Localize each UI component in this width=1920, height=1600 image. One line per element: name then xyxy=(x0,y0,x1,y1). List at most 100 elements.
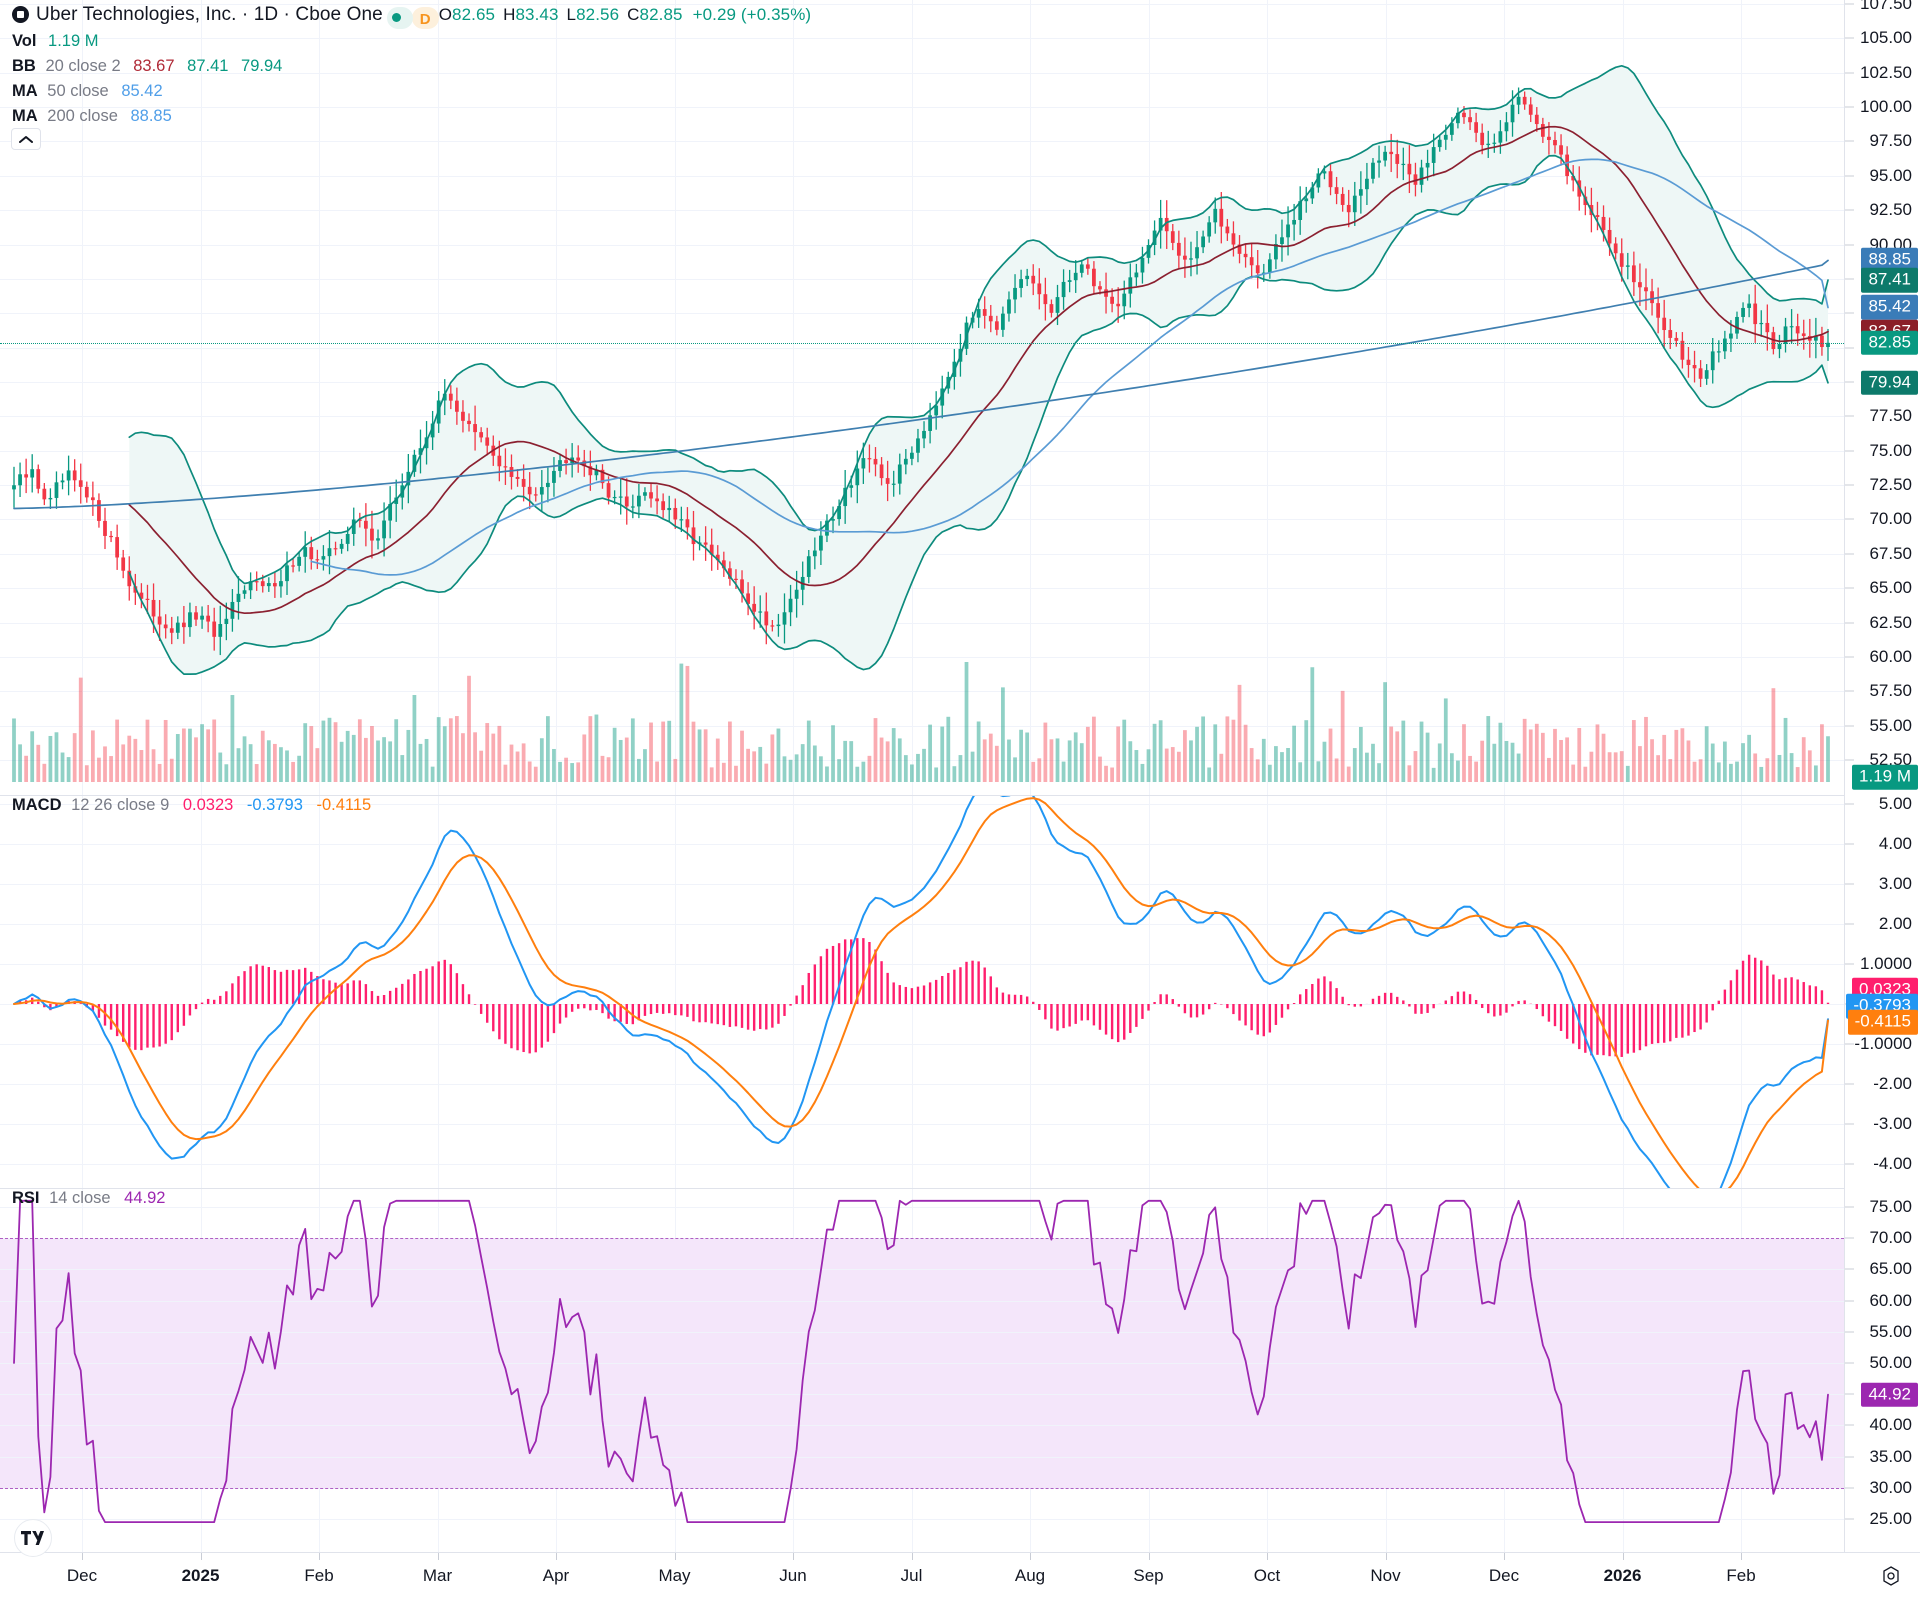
grid-line-vertical xyxy=(1267,796,1268,1188)
time-axis-tick-mark xyxy=(200,1553,202,1560)
axis-tick-mark xyxy=(1845,1268,1854,1270)
grid-line-vertical xyxy=(1504,796,1505,1188)
price-axis-tick: 77.50 xyxy=(1869,406,1912,426)
macd-legend[interactable]: MACD 12 26 close 9 0.0323 -0.3793 -0.411… xyxy=(12,793,371,818)
price-axis-tick: 72.50 xyxy=(1869,475,1912,495)
grid-line xyxy=(0,884,1844,885)
rsi-axis-tick: 55.00 xyxy=(1869,1321,1912,1341)
grid-line xyxy=(0,382,1844,383)
axis-tick-mark xyxy=(1845,587,1854,589)
grid-line xyxy=(0,1456,1844,1458)
grid-line-vertical xyxy=(1741,0,1742,795)
volume-value: 1.19 M xyxy=(48,32,99,50)
axis-tick-mark xyxy=(1845,923,1854,925)
axis-tick-mark xyxy=(1845,1237,1854,1239)
axis-tick-mark xyxy=(1845,759,1854,761)
macd-pane[interactable] xyxy=(0,796,1844,1188)
rsi-pane[interactable] xyxy=(0,1189,1844,1552)
macd-axis-tick: 2.00 xyxy=(1878,914,1912,933)
axis-tick-mark xyxy=(1845,415,1854,417)
price-chart-svg xyxy=(12,64,1830,782)
macd-axis-tick: 1.0000 xyxy=(1860,954,1912,973)
price-axis-tick: 57.50 xyxy=(1869,681,1912,701)
macd-histogram xyxy=(18,938,1830,1057)
price-pane[interactable] xyxy=(0,0,1844,795)
grid-line xyxy=(0,691,1844,693)
grid-line-vertical xyxy=(1267,0,1268,795)
grid-line xyxy=(0,1425,1844,1427)
grid-line xyxy=(0,656,1844,658)
symbol-title-row[interactable]: Uber Technologies, Inc. · 1D · Cboe One D… xyxy=(12,2,811,29)
time-axis-label: Apr xyxy=(542,1566,570,1585)
last-price-badge[interactable]: 82.85 xyxy=(1861,330,1918,356)
ma200-legend-row[interactable]: MA 200 close 88.85 xyxy=(12,104,811,129)
time-axis-label: Dec xyxy=(1488,1566,1520,1585)
time-axis-label: Sep xyxy=(1133,1566,1164,1585)
time-axis[interactable]: Dec 2025 Feb Mar Apr May Jun Jul Aug Sep Oct Nov Dec… xyxy=(0,1552,1920,1600)
grid-line-vertical xyxy=(1622,0,1624,795)
macd-signal-badge[interactable]: -0.4115 xyxy=(1847,1009,1918,1035)
grid-line xyxy=(0,175,1844,177)
rsi-axis-tick: 75.00 xyxy=(1869,1197,1912,1216)
tradingview-logo[interactable] xyxy=(14,1519,52,1557)
grid-line-vertical xyxy=(1385,796,1387,1188)
axis-tick-mark xyxy=(1845,1518,1854,1520)
symbol-title[interactable]: Uber Technologies, Inc. · 1D · Cboe One xyxy=(36,4,383,25)
rsi-axis-tick: 35.00 xyxy=(1869,1446,1912,1466)
axis-tick-mark xyxy=(1845,209,1854,211)
bb-upper-badge[interactable]: 87.41 xyxy=(1861,267,1918,293)
grid-line xyxy=(0,278,1844,280)
grid-line xyxy=(0,804,1844,805)
time-axis-tick-mark xyxy=(793,1553,794,1560)
bb-lower-badge[interactable]: 79.94 xyxy=(1861,370,1918,396)
grid-line xyxy=(0,210,1844,212)
grid-line-vertical xyxy=(319,0,320,795)
pane-divider-rsi[interactable] xyxy=(0,1188,1920,1189)
axis-tick-mark xyxy=(1845,106,1854,108)
chart-settings-icon[interactable] xyxy=(1878,1563,1904,1589)
grid-line-vertical xyxy=(793,796,794,1188)
collapse-legend-button[interactable] xyxy=(11,128,41,150)
axis-tick-mark xyxy=(1845,72,1854,74)
price-axis-tick: 92.50 xyxy=(1869,200,1912,220)
ohlc-l-label: L xyxy=(566,5,577,24)
pane-divider-macd[interactable] xyxy=(0,795,1920,796)
volume-series xyxy=(12,662,1830,782)
axis-tick-mark xyxy=(1845,843,1854,845)
ma200-params: 200 close xyxy=(47,107,118,125)
rsi-legend[interactable]: RSI 14 close 44.92 xyxy=(12,1186,165,1211)
macd-axis-tick: -4.00 xyxy=(1873,1154,1912,1173)
price-axis-tick: 95.00 xyxy=(1869,165,1912,185)
rsi-value-badge[interactable]: 44.92 xyxy=(1861,1382,1918,1407)
axis-tick-mark xyxy=(1845,553,1854,555)
time-axis-label: May xyxy=(658,1566,691,1585)
time-axis-label: Mar xyxy=(422,1566,453,1585)
grid-line-vertical xyxy=(1148,796,1150,1188)
price-axis-tick: 52.50 xyxy=(1869,750,1912,769)
grid-line xyxy=(0,1363,1844,1364)
time-axis-tick-mark xyxy=(437,1553,439,1560)
price-axis[interactable]: 107.50 105.00 102.50 100.00 97.50 95.00 92.50 9… xyxy=(1844,0,1920,1600)
axis-tick-mark xyxy=(1845,278,1854,280)
price-axis-tick: 105.00 xyxy=(1860,28,1912,48)
ohlc-o-value: 82.65 xyxy=(452,5,496,24)
volume-badge[interactable]: 1.19 M xyxy=(1852,764,1918,790)
volume-legend-row[interactable]: Vol 1.19 M xyxy=(12,29,811,54)
time-axis-tick-mark xyxy=(82,1553,83,1560)
grid-line xyxy=(0,4,1844,5)
grid-line-vertical xyxy=(319,796,320,1188)
ohlc-o-label: O xyxy=(438,5,453,24)
market-status-pill xyxy=(386,7,413,29)
axis-tick-mark xyxy=(1845,140,1854,142)
time-axis-tick-mark xyxy=(1741,1553,1742,1560)
ohlc-change: +0.29 (+0.35%) xyxy=(692,5,812,24)
time-axis-label: Jul xyxy=(900,1566,923,1585)
ma50-badge[interactable]: 85.42 xyxy=(1861,295,1918,320)
grid-line xyxy=(0,347,1844,349)
ma50-legend-row[interactable]: MA 50 close 85.42 xyxy=(12,79,811,104)
grid-line xyxy=(0,1519,1844,1520)
bb-legend-row[interactable]: BB 20 close 2 83.67 87.41 79.94 xyxy=(12,54,811,79)
session-letter: D xyxy=(419,11,431,28)
axis-tick-mark xyxy=(1845,1331,1854,1333)
grid-line-vertical xyxy=(82,796,83,1188)
